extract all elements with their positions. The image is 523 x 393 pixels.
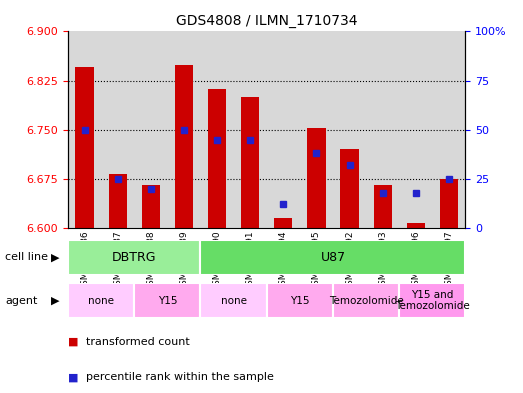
Text: cell line: cell line	[5, 252, 48, 263]
Title: GDS4808 / ILMN_1710734: GDS4808 / ILMN_1710734	[176, 14, 358, 28]
Bar	[142, 185, 160, 228]
Text: DBTRG: DBTRG	[112, 251, 156, 264]
Text: ▶: ▶	[51, 296, 59, 306]
Text: ■: ■	[68, 337, 78, 347]
Text: ■: ■	[68, 372, 78, 382]
Bar	[241, 97, 259, 228]
Bar	[300, 31, 333, 228]
Bar	[333, 283, 399, 318]
Bar	[373, 185, 392, 228]
Bar	[68, 283, 134, 318]
Bar	[440, 179, 458, 228]
Bar	[274, 218, 292, 228]
Bar	[340, 149, 359, 228]
Bar	[234, 31, 267, 228]
Text: U87: U87	[321, 251, 346, 264]
Text: ▶: ▶	[51, 252, 59, 263]
Bar	[200, 283, 267, 318]
Bar	[208, 89, 226, 228]
Bar	[134, 283, 200, 318]
Bar	[200, 31, 234, 228]
Bar	[200, 240, 465, 275]
Bar	[366, 31, 399, 228]
Bar	[175, 66, 193, 228]
Text: transformed count: transformed count	[86, 337, 190, 347]
Bar	[75, 68, 94, 228]
Bar	[407, 223, 425, 228]
Text: percentile rank within the sample: percentile rank within the sample	[86, 372, 274, 382]
Bar	[68, 240, 200, 275]
Text: none: none	[221, 296, 247, 306]
Bar	[399, 283, 465, 318]
Bar	[399, 31, 433, 228]
Bar	[167, 31, 200, 228]
Text: Y15 and
Temozolomide: Y15 and Temozolomide	[395, 290, 470, 311]
Bar	[134, 31, 167, 228]
Text: Temozolomide: Temozolomide	[329, 296, 403, 306]
Bar	[267, 31, 300, 228]
Text: agent: agent	[5, 296, 38, 306]
Bar	[109, 174, 127, 228]
Bar	[267, 283, 333, 318]
Text: none: none	[88, 296, 114, 306]
Text: Y15: Y15	[290, 296, 310, 306]
Bar	[308, 128, 325, 228]
Text: Y15: Y15	[157, 296, 177, 306]
Bar	[101, 31, 134, 228]
Bar	[433, 31, 465, 228]
Bar	[333, 31, 366, 228]
Bar	[68, 31, 101, 228]
